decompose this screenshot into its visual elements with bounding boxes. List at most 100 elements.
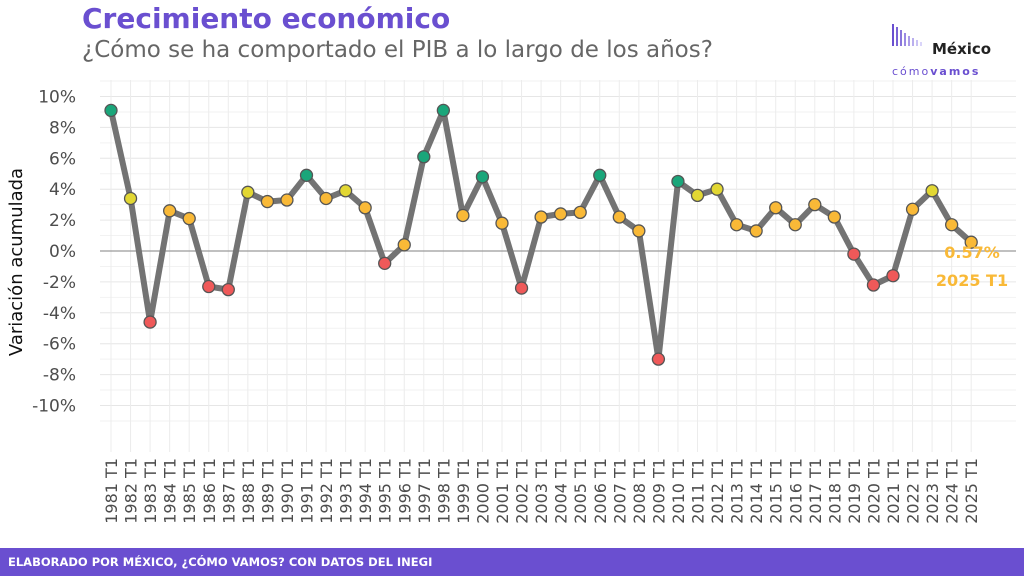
y-tick-label: -2% [43,273,76,293]
gdp-line-chart: 10%8%6%4%2%0%-2%-4%-6%-8%-10% 1981 T1 198… [6,80,1016,524]
data-point [143,315,157,329]
data-point [475,170,490,184]
footer-bar: ELABORADO POR MÉXICO, ¿CÓMO VAMOS? CON D… [0,548,1024,576]
data-point [593,168,607,182]
data-point [964,235,978,249]
x-tick-label: 2011 T1 [689,458,708,524]
data-point [456,208,470,223]
x-tick-label: 2019 T1 [845,458,864,524]
data-point [690,188,705,203]
x-tick-label: 1983 T1 [141,458,160,524]
data-point [710,182,724,196]
x-tick-label: 2025 T1 [962,458,981,524]
data-point [319,191,333,206]
chart-subtitle: ¿Cómo se ha comportado el PIB a lo largo… [82,37,713,63]
x-tick-label: 2010 T1 [669,458,688,524]
data-point [123,191,138,206]
logo-sub-text: cómovamos [892,65,980,78]
x-tick-label: 2004 T1 [552,458,571,524]
data-point [886,269,900,283]
x-tick-label: 1988 T1 [239,458,258,524]
last-period-label: 2025 T1 [936,271,1008,290]
data-point [769,201,783,215]
data-point [280,193,294,207]
data-point [162,204,177,218]
x-tick-label: 1995 T1 [376,458,395,524]
y-tick-label: 4% [49,180,76,200]
y-tick-label: 8% [49,118,76,138]
annotation-layer: 0.57% 2025 T1 [936,243,1008,290]
x-tick-label: 2024 T1 [943,458,962,524]
data-point [925,184,939,198]
x-tick-label: 1985 T1 [180,458,199,524]
x-tick-label: 2006 T1 [591,458,610,524]
data-point [378,256,392,271]
x-tick-label: 2014 T1 [747,458,766,524]
x-tick-label: 2012 T1 [708,458,727,524]
x-tick-label: 2021 T1 [884,458,903,524]
x-tick-label: 2023 T1 [923,458,942,524]
x-tick-label: 2009 T1 [649,458,668,524]
x-tick-label: 2020 T1 [864,458,883,524]
data-point [241,185,255,199]
data-point [866,278,881,292]
data-point [202,279,216,294]
x-tick-label: 1989 T1 [258,458,277,524]
x-tick-label: 1984 T1 [161,458,180,524]
x-tick-label: 1996 T1 [395,458,414,524]
y-tick-label: -4% [43,304,76,324]
x-tick-label: 2003 T1 [532,458,551,524]
data-point [397,238,411,252]
data-point [182,211,196,226]
x-tick-label: 2008 T1 [630,458,649,524]
x-tick-label: 1990 T1 [278,458,297,524]
data-point [749,224,763,238]
data-point [436,103,451,118]
x-tick-label: 2002 T1 [513,458,532,524]
logo-sub-light: cómo [892,65,931,78]
last-value-label: 0.57% [944,243,1000,262]
data-point [495,216,509,230]
y-tick-label: -10% [32,397,76,417]
x-tick-label: 1998 T1 [434,458,453,524]
x-tick-label: 1982 T1 [122,458,141,524]
data-point [417,150,431,164]
x-tick-label: 2015 T1 [767,458,786,524]
data-point [651,352,666,366]
data-point [729,218,744,232]
y-tick-label: 0% [49,242,76,262]
data-point [104,103,118,118]
x-tick-label: 1981 T1 [102,458,121,524]
x-tick-label: 1997 T1 [415,458,434,524]
y-tick-label: 10% [38,88,76,108]
data-point [358,201,372,215]
logo-sub-bold: vamos [930,65,981,78]
x-tick-label: 2001 T1 [493,458,512,524]
data-point [299,168,314,182]
x-tick-label: 1986 T1 [200,458,219,524]
y-tick-label: -6% [43,335,76,355]
data-point [338,184,353,198]
x-tick-label: 2017 T1 [806,458,825,524]
data-point [808,197,822,212]
y-tick-label: -8% [43,366,76,386]
data-point [847,247,861,261]
x-tick-label: 1987 T1 [219,458,238,524]
data-point [573,205,587,220]
x-tick-label: 2005 T1 [571,458,590,524]
x-tick-label: 2018 T1 [825,458,844,524]
x-tick-label: 2016 T1 [786,458,805,524]
chart-title: Crecimiento económico [82,2,451,35]
data-point [632,224,646,238]
x-tick-label: 2013 T1 [728,458,747,524]
logo-bars-icon [892,24,922,46]
y-axis-title: Variación acumulada [6,168,27,356]
y-tick-label: 2% [49,211,76,231]
x-tick-label: 2022 T1 [904,458,923,524]
x-tick-label: 1993 T1 [337,458,356,524]
y-axis: 10% 8% 6% 4% 2% 0% -2% -4% -6% -8% -10% [32,88,76,417]
x-tick-label: 1991 T1 [298,458,317,524]
data-point [514,281,529,295]
data-point [671,174,685,189]
y-tick-label: 6% [49,149,76,169]
